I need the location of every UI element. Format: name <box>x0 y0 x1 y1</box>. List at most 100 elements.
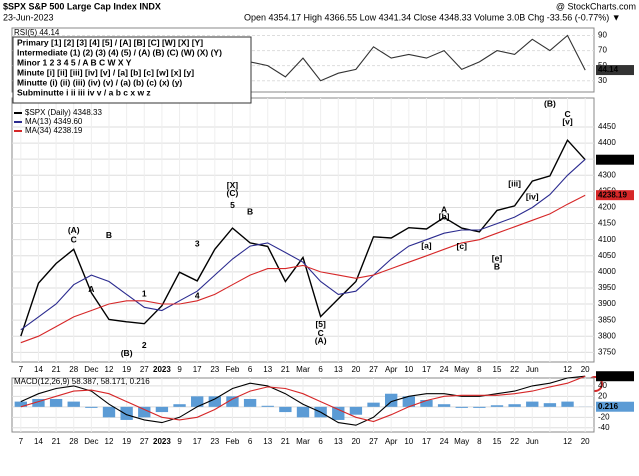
x-tick-label: 12 <box>105 437 114 446</box>
y-tick-label: 3750 <box>598 347 616 356</box>
y-tick-label: 3800 <box>598 331 616 340</box>
histogram-bar <box>191 396 204 407</box>
y-tick-label: 4100 <box>598 235 616 244</box>
legend-label: MA(13) 4349.60 <box>25 117 83 126</box>
x-tick-label: 19 <box>122 365 131 374</box>
histogram-bar <box>296 406 310 418</box>
wave-label: 4 <box>195 290 200 300</box>
legend-label: $SPX (Daily) 4348.33 <box>25 108 102 117</box>
y-tick-label: 4050 <box>598 251 616 260</box>
price-tag <box>596 190 634 201</box>
y-tick-label: 3850 <box>598 315 616 324</box>
x-tick-label: 10 <box>404 365 413 374</box>
x-tick-label: 21 <box>281 437 290 446</box>
histogram-bar <box>385 393 398 407</box>
histogram-bar <box>420 400 433 407</box>
y-tick-label: 40 <box>598 381 607 390</box>
x-tick-label: May <box>454 437 469 446</box>
wave-label: B <box>106 230 112 240</box>
x-tick-label: 13 <box>263 365 272 374</box>
y-tick-label: 70 <box>598 46 607 55</box>
x-tick-label: 17 <box>193 437 202 446</box>
chart-date: 23-Jun-2023 <box>3 12 54 22</box>
y-tick-label: -20 <box>598 412 610 421</box>
x-tick-label: 28 <box>69 365 78 374</box>
series-line <box>20 158 586 331</box>
wave-legend-item: Subminutte i ii iii iv v / a b c x w z <box>17 87 151 97</box>
histogram-bar <box>526 401 539 407</box>
x-tick-label: 21 <box>52 437 61 446</box>
x-tick-label: Apr <box>385 437 398 446</box>
x-tick-label: 7 <box>19 437 24 446</box>
x-tick-label: 12 <box>105 365 114 374</box>
wave-legend-item: Minutte (i) (ii) (iii) (iv) (v) / (a) (b… <box>17 77 182 87</box>
wave-label: [iii] <box>508 179 521 189</box>
series-line <box>20 375 586 423</box>
y-tick-label: 4200 <box>598 203 616 212</box>
wave-label: [v] <box>562 116 573 126</box>
x-tick-label: Mar <box>296 437 310 446</box>
x-tick-label: Feb <box>226 437 240 446</box>
x-tick-label: Dec <box>84 437 98 446</box>
histogram-bar <box>102 406 116 418</box>
series-line <box>20 194 586 344</box>
x-tick-label: 27 <box>369 437 378 446</box>
wave-label: C <box>564 109 570 119</box>
y-tick-label: -40 <box>598 423 610 432</box>
wave-label: [c] <box>457 241 468 251</box>
x-tick-label: 23 <box>210 437 219 446</box>
price-tag <box>596 154 634 165</box>
x-tick-label: 28 <box>69 437 78 446</box>
x-tick-label: 9 <box>177 437 182 446</box>
histogram-bar <box>67 401 80 407</box>
wave-label: 3 <box>195 239 200 249</box>
histogram-bar <box>367 402 380 407</box>
wave-label: (B) <box>544 99 556 109</box>
series-line <box>20 375 586 426</box>
price-tag <box>596 371 634 382</box>
y-tick-label: 4300 <box>598 170 616 179</box>
wave-label: A <box>441 204 447 214</box>
x-tick-label: 7 <box>19 365 24 374</box>
x-tick-label: 6 <box>318 365 323 374</box>
x-tick-label: 8 <box>477 437 482 446</box>
histogram-bar <box>508 404 521 407</box>
histogram-bar <box>543 403 557 407</box>
price-tag <box>596 401 634 412</box>
histogram-bar <box>120 406 133 420</box>
x-tick-label: 22 <box>510 437 519 446</box>
x-tick-label: 17 <box>422 437 431 446</box>
x-tick-label: Dec <box>84 365 98 374</box>
wave-label: (A) <box>68 225 80 235</box>
x-tick-label: 22 <box>510 365 519 374</box>
x-tick-label: 19 <box>122 437 131 446</box>
x-tick-label: 13 <box>334 437 343 446</box>
chart-title: $SPX S&P 500 Large Cap Index INDX <box>3 1 161 11</box>
histogram-bar <box>402 396 415 407</box>
x-tick-label: 8 <box>477 365 482 374</box>
histogram-bar <box>437 404 451 407</box>
x-tick-label: 24 <box>440 437 449 446</box>
y-tick-label: 3950 <box>598 283 616 292</box>
x-tick-label: 6 <box>248 365 253 374</box>
x-tick-label: 13 <box>263 437 272 446</box>
histogram-bar <box>208 396 221 407</box>
wave-label: [e] <box>492 253 503 263</box>
histogram-bar <box>138 406 151 418</box>
x-tick-label: 2023 <box>153 365 171 374</box>
x-tick-label: 2023 <box>153 437 171 446</box>
x-tick-label: 27 <box>140 365 149 374</box>
x-tick-label: 20 <box>581 437 590 446</box>
wave-label: 5 <box>230 200 235 210</box>
histogram-bar <box>85 406 98 408</box>
wave-label: [X] <box>227 180 239 190</box>
series-line <box>20 138 586 337</box>
x-tick-label: 24 <box>440 365 449 374</box>
x-tick-label: 23 <box>210 365 219 374</box>
macd-legend: MACD(12,26,9) 58.387, 58.171, 0.216 <box>14 377 150 386</box>
wave-legend-item: Intermediate (1) (2) (3) (4) (5) / (A) (… <box>17 47 222 57</box>
wave-label: C <box>71 235 77 245</box>
price-tag-label: 4348.33 <box>598 155 627 164</box>
wave-label: [5] <box>315 319 326 329</box>
wave-label: 2 <box>142 340 147 350</box>
